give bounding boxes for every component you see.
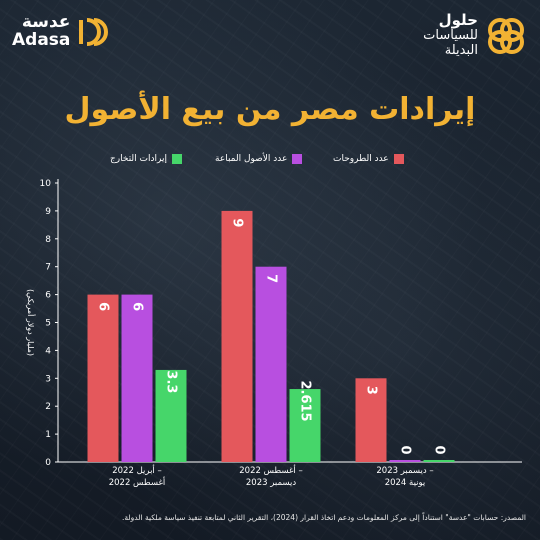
y-axis-label: (مليار دولار أمريكي) [26,289,36,356]
hulul-knot-icon [488,17,524,54]
bar-value-label: 9 [230,218,245,227]
bar [221,210,253,462]
bar [155,369,187,462]
x-category-label: ديسمبر 2023 [246,478,296,488]
bar-value-label: 6 [130,302,145,311]
y-tick-label: 4 [45,346,51,356]
y-tick-label: 3 [45,374,51,384]
y-tick-label: 5 [45,319,51,329]
chart-title: إيرادات مصر من بيع الأصول [64,92,476,127]
bar-value-label: 3 [364,386,379,395]
hulul-logo-line1: حلول [438,11,478,29]
bar [87,294,119,462]
y-tick-label: 6 [45,291,51,301]
adasa-logo: عدسة Adasa [12,12,112,50]
legend-label-exit-revenue: إيرادات التخارج [110,154,167,164]
hulul-logo-line2: للسياسات [423,28,478,44]
legend-swatch-green [171,154,182,164]
y-tick-label: 10 [40,179,52,189]
legend-swatch-red [393,154,404,164]
bar [355,378,387,462]
y-tick-label: 1 [45,430,51,440]
bar-value-label: 7 [264,274,279,283]
y-tick-label: 2 [45,402,51,412]
bar-value-label: 0 [398,445,413,454]
x-category-label: أبريل 2022 – [112,464,162,476]
y-tick-label: 0 [45,458,51,468]
bar [423,460,455,462]
hulul-logo: حلول للسياسات البديلة [423,11,528,59]
x-category-label: ديسمبر 2023 – [376,466,433,476]
y-tick-label: 9 [45,207,51,217]
legend-item-assets-sold: عدد الأصول المباعة [215,154,303,164]
bar [121,294,153,462]
chart-legend: عدد الطروحات عدد الأصول المباعة إيرادات … [0,154,540,170]
x-category-label: أغسطس 2022 – [239,464,303,476]
bar-value-label: 3.3 [164,370,179,393]
adasa-logo-english: Adasa [12,30,71,50]
y-tick-label: 7 [45,263,51,273]
y-tick-label: 8 [45,235,51,245]
hulul-logo-line3: البديلة [444,43,478,59]
bar-value-label: 2.615 [298,380,313,421]
adasa-logo-arabic: عدسة [21,12,71,33]
legend-item-offerings: عدد الطروحات [333,154,404,164]
bar-value-label: 0 [432,445,447,454]
legend-swatch-purple [292,154,303,164]
legend-label-assets-sold: عدد الأصول المباعة [215,154,288,164]
bar [289,389,321,462]
x-category-label: أغسطس 2022 [109,476,166,488]
x-category-label: يونية 2024 [385,478,426,488]
adasa-lens-icon [79,18,109,46]
bar [255,266,287,462]
legend-item-exit-revenue: إيرادات التخارج [110,154,182,164]
legend-label-offerings: عدد الطروحات [333,154,389,164]
bar [389,460,421,462]
source-note: المصدر: حسابات "عدسة" استناداً إلى مركز … [121,513,526,522]
bar-value-label: 6 [96,302,111,311]
